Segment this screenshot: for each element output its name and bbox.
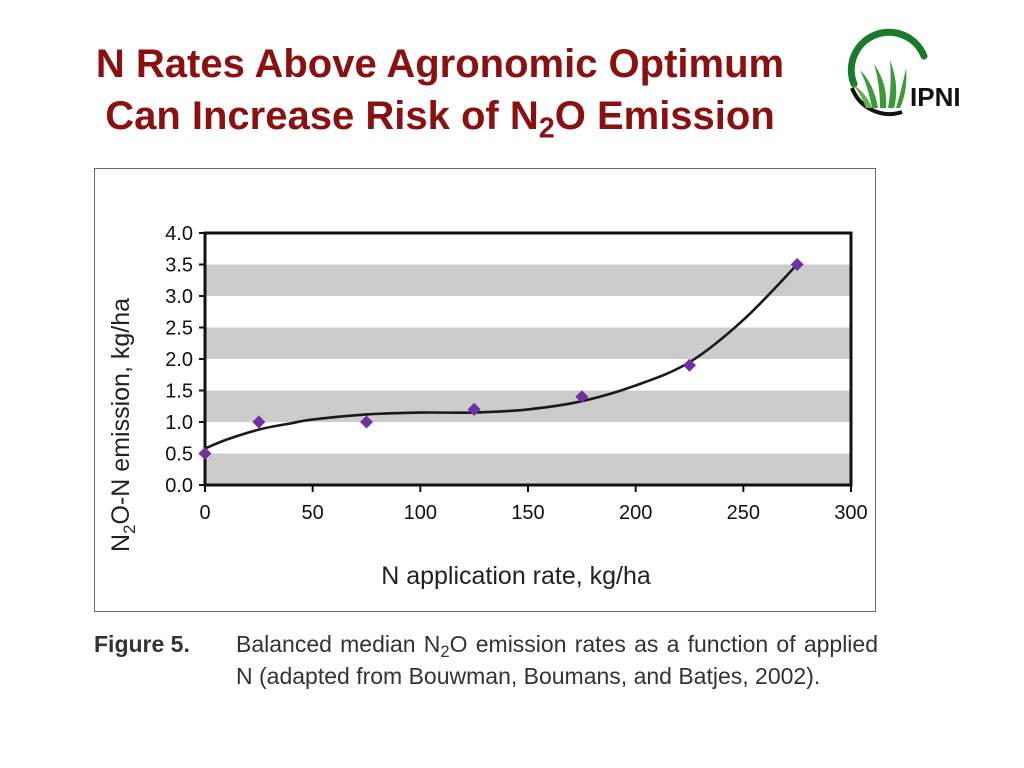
data-point (360, 415, 373, 429)
band-1 (205, 390, 851, 422)
caption-text-start: Balanced median N (236, 631, 441, 657)
y-axis-ticks: 0.0 0.5 1.0 1.5 2.0 2.5 3.0 3.5 4.0 (165, 223, 205, 497)
x-axis-label: N application rate, kg/ha (381, 562, 651, 590)
y-tick-label: 2.0 (165, 349, 193, 371)
y-tick-label: 1.5 (165, 381, 193, 403)
data-point (252, 415, 266, 429)
x-tick-label: 250 (727, 502, 760, 524)
caption-text-end: O emission rates as a function of applie… (236, 631, 878, 689)
caption-subscript: 2 (440, 641, 450, 661)
x-tick-label: 100 (404, 502, 437, 524)
logo-grass-icon (852, 60, 907, 108)
y-tick-label: 4.0 (165, 223, 193, 245)
caption-text: Balanced median N2O emission rates as a … (236, 628, 878, 692)
title-line-2: Can Increase Risk of N2O Emission (30, 90, 850, 145)
y-label-subscript: 2 (120, 524, 139, 533)
x-tick-label: 0 (199, 502, 210, 524)
title-line-2-end: O Emission (554, 94, 775, 138)
chart-frame: 0.0 0.5 1.0 1.5 2.0 2.5 3.0 3.5 4.0 0 50 100 150 200… (94, 168, 876, 612)
caption-label: Figure 5. (94, 631, 190, 657)
y-label-start: N (107, 534, 135, 552)
data-points (198, 258, 804, 460)
x-tick-label: 300 (834, 502, 867, 524)
title-line-2-start: Can Increase Risk of N (105, 94, 539, 138)
y-tick-label: 2.5 (165, 318, 193, 340)
title-line-1: N Rates Above Agronomic Optimum (95, 42, 785, 86)
data-point (683, 358, 696, 372)
x-axis-ticks: 0 50 100 150 200 250 300 (199, 485, 868, 524)
data-point (575, 390, 589, 404)
logo-text: IPNI (910, 82, 961, 112)
logo-swoosh (847, 28, 928, 88)
x-tick-label: 200 (619, 502, 652, 524)
y-tick-label: 3.0 (165, 286, 193, 308)
y-label-end: O-N emission, kg/ha (107, 298, 135, 525)
ipni-logo: IPNI (847, 28, 961, 116)
band-0 (205, 453, 851, 485)
y-tick-label: 3.5 (165, 255, 193, 277)
band-3 (205, 264, 851, 296)
y-tick-label: 1.0 (165, 412, 193, 434)
x-tick-label: 50 (302, 502, 324, 524)
y-tick-label: 0.0 (165, 475, 193, 497)
band-2 (205, 327, 851, 359)
slide-title: N Rates Above Agronomic Optimum Can Incr… (30, 38, 850, 145)
y-tick-label: 0.5 (165, 444, 193, 466)
x-tick-label: 150 (511, 502, 544, 524)
chart-bands (205, 264, 851, 485)
chart: 0.0 0.5 1.0 1.5 2.0 2.5 3.0 3.5 4.0 0 50 100 150 200… (107, 223, 868, 590)
y-axis-label: N2O-N emission, kg/ha (107, 298, 139, 552)
title-subscript: 2 (538, 112, 555, 145)
data-point (790, 258, 804, 271)
data-point (198, 447, 212, 460)
data-point (467, 402, 481, 416)
